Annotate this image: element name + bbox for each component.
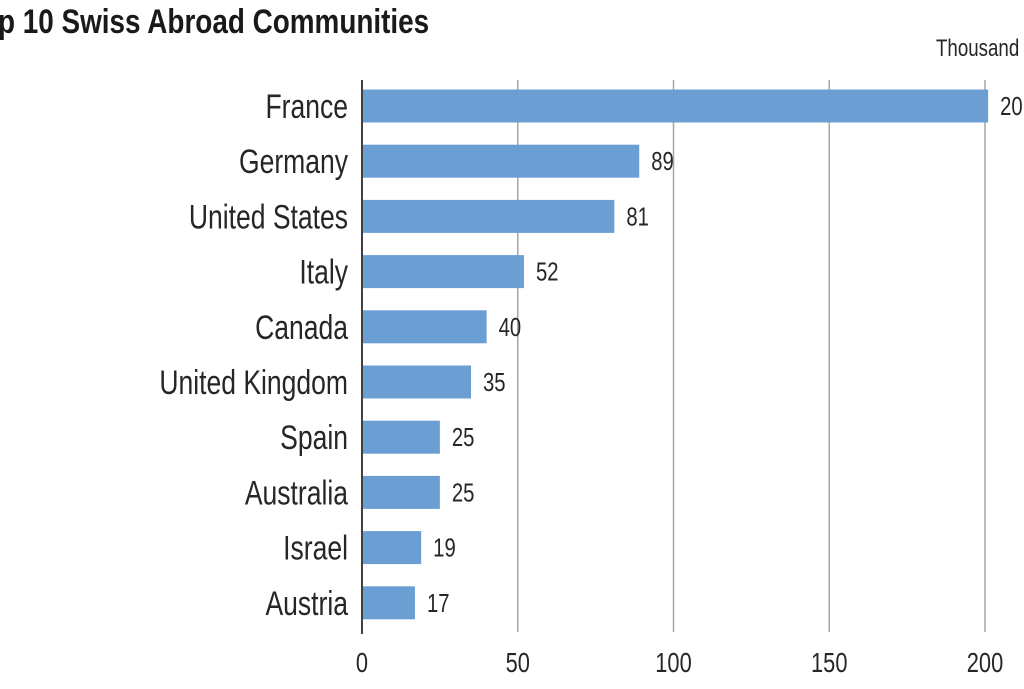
- value-label-france: 201: [1000, 92, 1024, 121]
- category-label-spain: Spain: [280, 419, 348, 457]
- category-label-israel: Israel: [283, 529, 348, 567]
- value-label-germany: 89: [651, 147, 674, 176]
- bar-italy: [362, 255, 524, 289]
- bar-canada: [362, 310, 487, 344]
- bar-france: [362, 89, 989, 123]
- value-label-united-states: 81: [626, 202, 649, 231]
- category-label-canada: Canada: [255, 309, 348, 347]
- value-label-canada: 40: [499, 312, 522, 341]
- category-label-italy: Italy: [299, 253, 348, 291]
- bars: [362, 89, 989, 620]
- value-label-australia: 25: [452, 478, 475, 507]
- category-label-austria: Austria: [265, 585, 348, 623]
- bar-germany: [362, 144, 640, 178]
- category-label-france: France: [265, 88, 348, 126]
- category-label-australia: Australia: [245, 474, 348, 512]
- category-label-united-states: United States: [189, 198, 348, 236]
- x-tick-100: 100: [655, 647, 691, 678]
- bar-austria: [362, 586, 415, 620]
- chart-title: Top 10 Swiss Abroad Communities: [0, 3, 430, 41]
- bar-spain: [362, 420, 440, 454]
- value-label-israel: 19: [433, 533, 456, 562]
- bar-united-kingdom: [362, 365, 472, 399]
- bar-australia: [362, 475, 440, 509]
- category-label-germany: Germany: [239, 143, 349, 181]
- bar-united-states: [362, 199, 615, 233]
- x-tick-50: 50: [506, 647, 530, 678]
- category-label-united-kingdom: United Kingdom: [159, 364, 348, 402]
- category-labels: France Germany United States Italy Canada Uni…: [159, 88, 348, 623]
- value-label-austria: 17: [427, 588, 450, 617]
- x-tick-150: 150: [811, 647, 847, 678]
- unit-label: Thousand: [936, 35, 1019, 62]
- value-label-spain: 25: [452, 423, 475, 452]
- x-tick-0: 0: [356, 647, 368, 678]
- x-tick-labels: 0 50 100 150 200: [356, 647, 1003, 678]
- bar-israel: [362, 531, 422, 565]
- x-tick-200: 200: [967, 647, 1003, 678]
- value-label-italy: 52: [536, 257, 559, 286]
- value-label-united-kingdom: 35: [483, 368, 506, 397]
